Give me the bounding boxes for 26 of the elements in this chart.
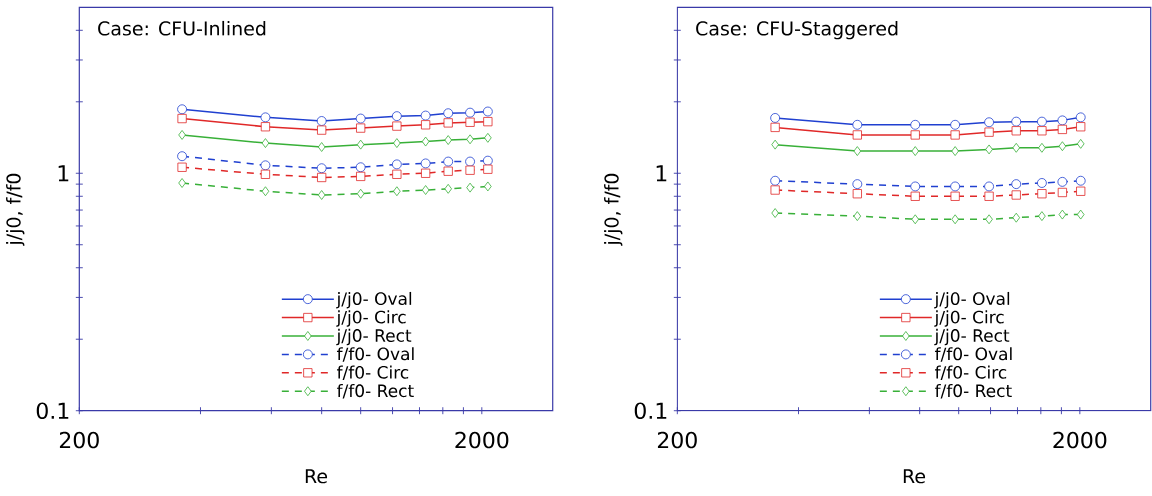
x-axis-title: Re — [305, 469, 328, 484]
x-axis-title: Re — [903, 469, 926, 484]
legend-label: f/f0- Oval — [336, 347, 414, 362]
x-tick-label: 200 — [59, 431, 99, 449]
legend-label: f/f0- Circ — [336, 365, 409, 381]
x-tick-label: 2000 — [1053, 431, 1107, 449]
legend-label: j/j0- Rect — [336, 328, 412, 346]
y-tick-label: 1 — [58, 165, 69, 182]
y-tick-label: 1 — [656, 165, 667, 182]
legend-label: f/f0- Circ — [934, 365, 1007, 381]
legend-label: j/j0- Circ — [336, 310, 406, 327]
text: Case: CFU-Inlined — [98, 20, 266, 36]
y-axis-title: j/j0, f/f0 — [604, 173, 623, 246]
y-tick-label: 0.1 — [634, 402, 667, 420]
y-tick-label: 0.1 — [36, 402, 69, 420]
legend-label: f/f0- Rect — [934, 384, 1012, 399]
text: Case: CFU-Staggered — [696, 20, 898, 40]
x-tick-label: 2000 — [455, 431, 509, 449]
legend-label: j/j0- Oval — [934, 291, 1010, 309]
y-axis-title: j/j0, f/f0 — [6, 173, 25, 246]
legend-label: j/j0- Circ — [934, 310, 1004, 327]
legend-label: j/j0- Oval — [336, 291, 412, 309]
legend-label: j/j0- Rect — [934, 328, 1010, 346]
legend-label: f/f0- Rect — [336, 384, 414, 399]
x-tick-label: 200 — [657, 431, 697, 449]
legend-label: f/f0- Oval — [934, 347, 1012, 362]
